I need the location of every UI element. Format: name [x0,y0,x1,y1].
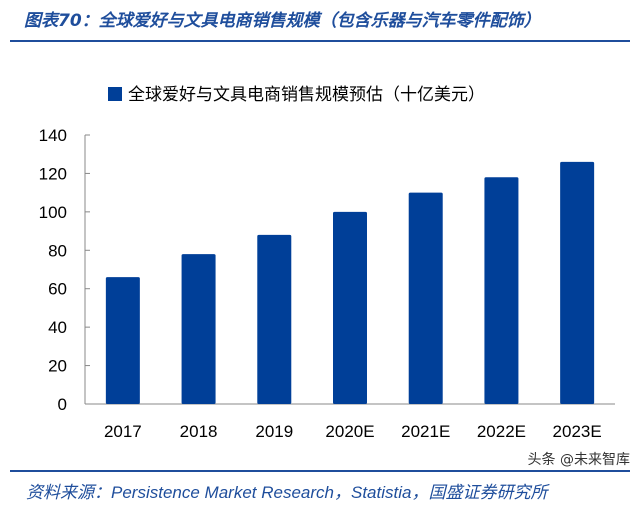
y-tick-label: 20 [48,357,67,376]
y-tick-label: 60 [48,280,67,299]
x-tick-label: 2020E [325,422,374,441]
y-tick-label: 80 [48,241,67,260]
watermark: 头条 @未来智库 [528,451,630,468]
y-tick-label: 140 [39,126,67,145]
source-note: 资料来源：Persistence Market Research，Statist… [26,483,548,502]
y-tick-label: 40 [48,318,67,337]
figure-title: 图表70：全球爱好与文具电商销售规模（包含乐器与汽车零件配饰） [24,11,541,31]
y-tick-label: 100 [39,203,67,222]
x-tick-label: 2022E [477,422,526,441]
x-tick-label: 2017 [104,422,142,441]
x-tick-label: 2018 [180,422,218,441]
bar-2019 [257,234,292,404]
bar-2022E [484,177,519,404]
x-tick-label: 2019 [255,422,293,441]
source-rule [10,470,630,472]
bar-2017 [105,277,140,404]
legend-label: 全球爱好与文具电商销售规模预估（十亿美元） [128,85,485,105]
bar-2021E [408,192,443,404]
x-tick-label: 2023E [553,422,602,441]
bar-2023E [560,161,595,404]
bar-2018 [181,254,216,404]
bar-2020E [333,211,367,404]
x-tick-label: 2021E [401,422,450,441]
title-rule [10,40,630,42]
y-tick-label: 0 [58,395,67,414]
legend-swatch [108,87,122,101]
y-tick-label: 120 [39,164,67,183]
